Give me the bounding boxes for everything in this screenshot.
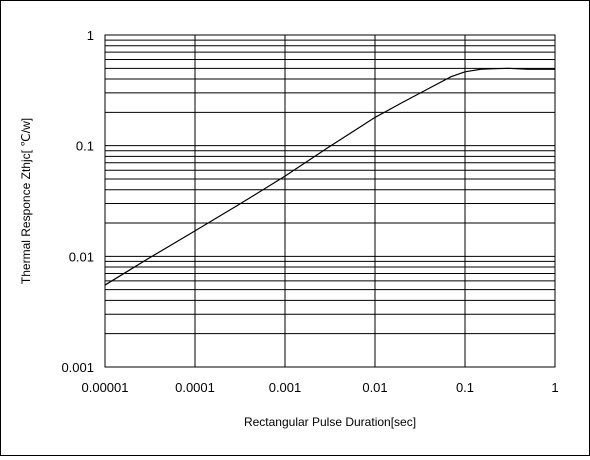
x-tick-label: 1 (551, 380, 558, 395)
y-tick-label: 1 (87, 28, 94, 43)
series-line (104, 67, 555, 286)
y-tick-label: 0.001 (61, 360, 94, 375)
y-tick-labels: 1 0.1 0.01 0.001 (61, 28, 94, 375)
x-tick-label: 0.01 (362, 380, 387, 395)
y-axis-title: Thermal Responce Zthjc[ ℃/w] (19, 118, 33, 284)
x-tick-labels: 0.00001 0.0001 0.001 0.01 0.1 1 (82, 380, 559, 395)
y-tick-label: 0.01 (69, 249, 94, 264)
x-tick-label: 0.0001 (175, 380, 215, 395)
grid-lines (104, 35, 556, 368)
x-tick-label: 0.001 (269, 380, 302, 395)
plot-area-border (104, 34, 556, 368)
x-tick-label: 0.1 (456, 380, 474, 395)
x-tick-label: 0.00001 (82, 380, 129, 395)
x-axis-title: Rectangular Pulse Duration[sec] (244, 415, 416, 429)
y-tick-label: 0.1 (76, 139, 94, 154)
